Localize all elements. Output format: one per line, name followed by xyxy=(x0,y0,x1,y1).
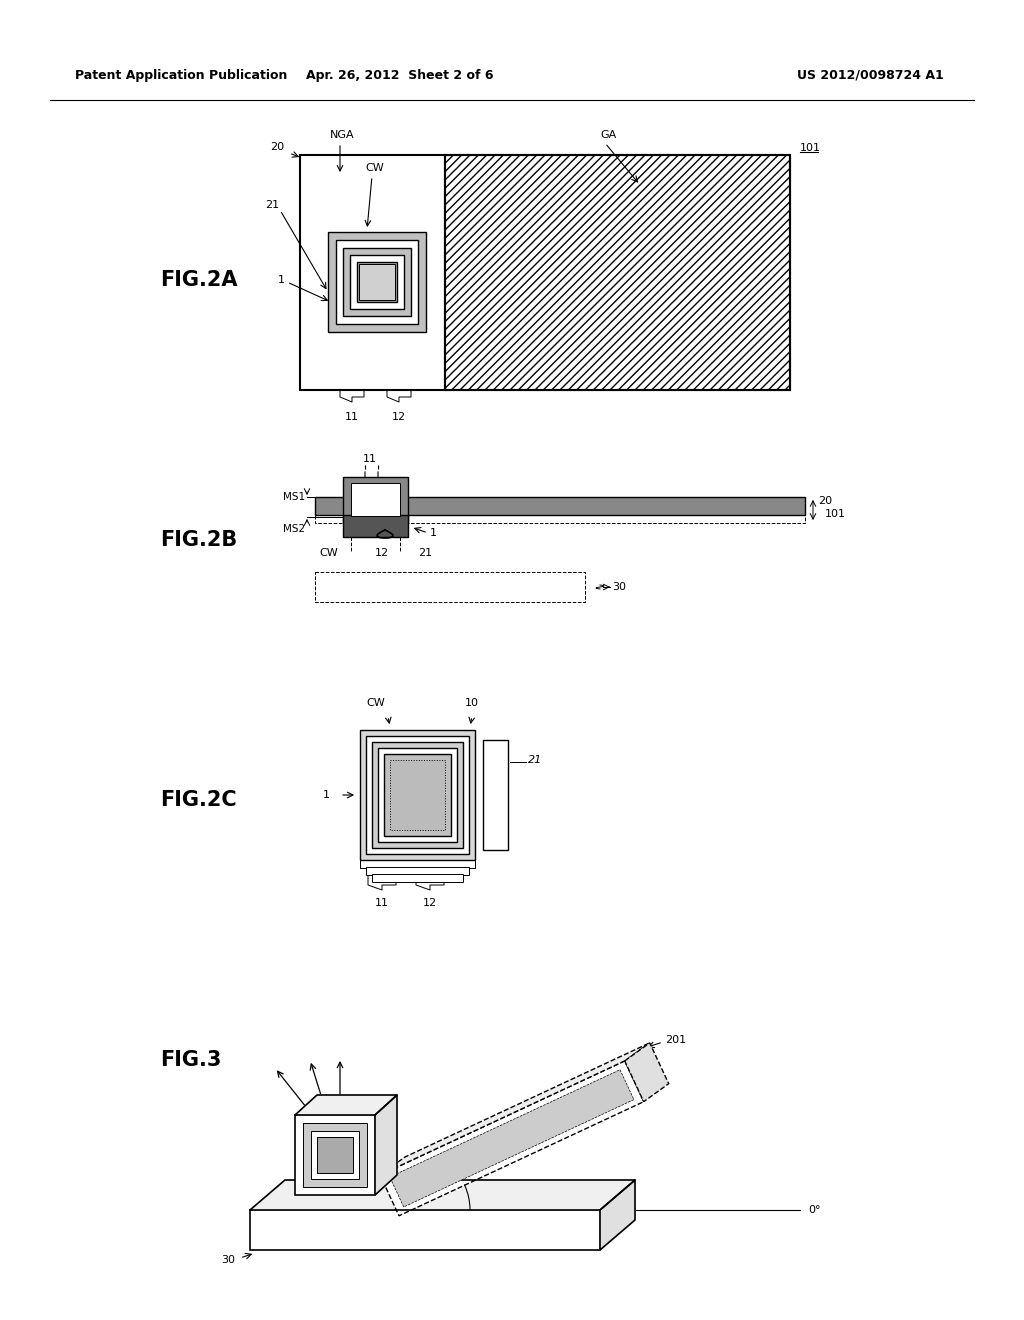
Text: FIG.2C: FIG.2C xyxy=(160,789,237,810)
Polygon shape xyxy=(600,1180,635,1250)
Bar xyxy=(351,483,400,516)
Text: 12: 12 xyxy=(423,898,437,908)
Bar xyxy=(250,1210,600,1250)
Text: FIG.2B: FIG.2B xyxy=(160,531,238,550)
Text: CW: CW xyxy=(365,162,384,173)
Polygon shape xyxy=(380,1043,649,1175)
Text: 21: 21 xyxy=(418,548,432,558)
Text: 1: 1 xyxy=(430,528,437,539)
Text: 30: 30 xyxy=(612,582,626,591)
Bar xyxy=(328,232,426,333)
Bar xyxy=(390,760,445,830)
Text: 20: 20 xyxy=(818,496,833,506)
Text: 101: 101 xyxy=(800,143,821,153)
Polygon shape xyxy=(250,1180,635,1210)
Text: Apr. 26, 2012  Sheet 2 of 6: Apr. 26, 2012 Sheet 2 of 6 xyxy=(306,69,494,82)
Bar xyxy=(483,741,508,850)
Text: 1: 1 xyxy=(323,789,330,800)
Text: GA: GA xyxy=(600,129,616,140)
Text: 12: 12 xyxy=(375,548,389,558)
Bar xyxy=(445,154,790,389)
Text: 1: 1 xyxy=(278,275,285,285)
Text: 20: 20 xyxy=(270,143,284,152)
Bar xyxy=(315,498,805,523)
Bar xyxy=(350,255,404,309)
Bar xyxy=(303,1123,367,1187)
Text: 30: 30 xyxy=(221,1255,234,1265)
Text: 101: 101 xyxy=(825,510,846,519)
Bar xyxy=(366,737,469,854)
Text: 11: 11 xyxy=(375,898,389,908)
Text: NGA: NGA xyxy=(330,129,354,140)
Bar xyxy=(336,240,418,323)
Text: MS2: MS2 xyxy=(283,524,305,535)
Text: MS1: MS1 xyxy=(283,492,305,502)
Text: 21: 21 xyxy=(528,755,543,766)
Bar xyxy=(300,154,790,389)
Bar xyxy=(343,515,408,537)
Bar xyxy=(384,754,451,836)
Polygon shape xyxy=(380,1061,644,1216)
Bar xyxy=(360,730,475,861)
Bar xyxy=(359,264,395,300)
Text: 201: 201 xyxy=(665,1035,686,1045)
Bar xyxy=(311,1131,359,1179)
Polygon shape xyxy=(295,1096,397,1115)
Text: $\theta$: $\theta$ xyxy=(482,1185,494,1204)
Bar xyxy=(343,248,411,315)
Bar xyxy=(366,867,469,875)
Bar xyxy=(445,154,790,389)
Text: FIG.2A: FIG.2A xyxy=(160,271,238,290)
Text: 21: 21 xyxy=(265,201,279,210)
Bar xyxy=(315,572,585,602)
Text: US 2012/0098724 A1: US 2012/0098724 A1 xyxy=(797,69,943,82)
Text: CW: CW xyxy=(319,548,338,558)
Polygon shape xyxy=(625,1043,669,1102)
Bar xyxy=(357,261,397,302)
Bar xyxy=(378,748,457,842)
Text: Patent Application Publication: Patent Application Publication xyxy=(75,69,288,82)
Bar xyxy=(343,477,408,521)
Text: 11: 11 xyxy=(345,412,359,422)
Bar xyxy=(372,742,463,847)
Text: 12: 12 xyxy=(392,412,407,422)
Text: CW: CW xyxy=(367,698,385,708)
Text: 10: 10 xyxy=(465,698,479,708)
Bar xyxy=(372,874,463,882)
Bar xyxy=(315,498,805,515)
Text: FIG.3: FIG.3 xyxy=(160,1049,221,1071)
Bar xyxy=(360,861,475,869)
Bar xyxy=(295,1115,375,1195)
Text: 0°: 0° xyxy=(808,1205,820,1214)
Polygon shape xyxy=(390,1069,634,1206)
Bar xyxy=(317,1137,353,1173)
Polygon shape xyxy=(375,1096,397,1195)
Text: 11: 11 xyxy=(362,454,377,465)
